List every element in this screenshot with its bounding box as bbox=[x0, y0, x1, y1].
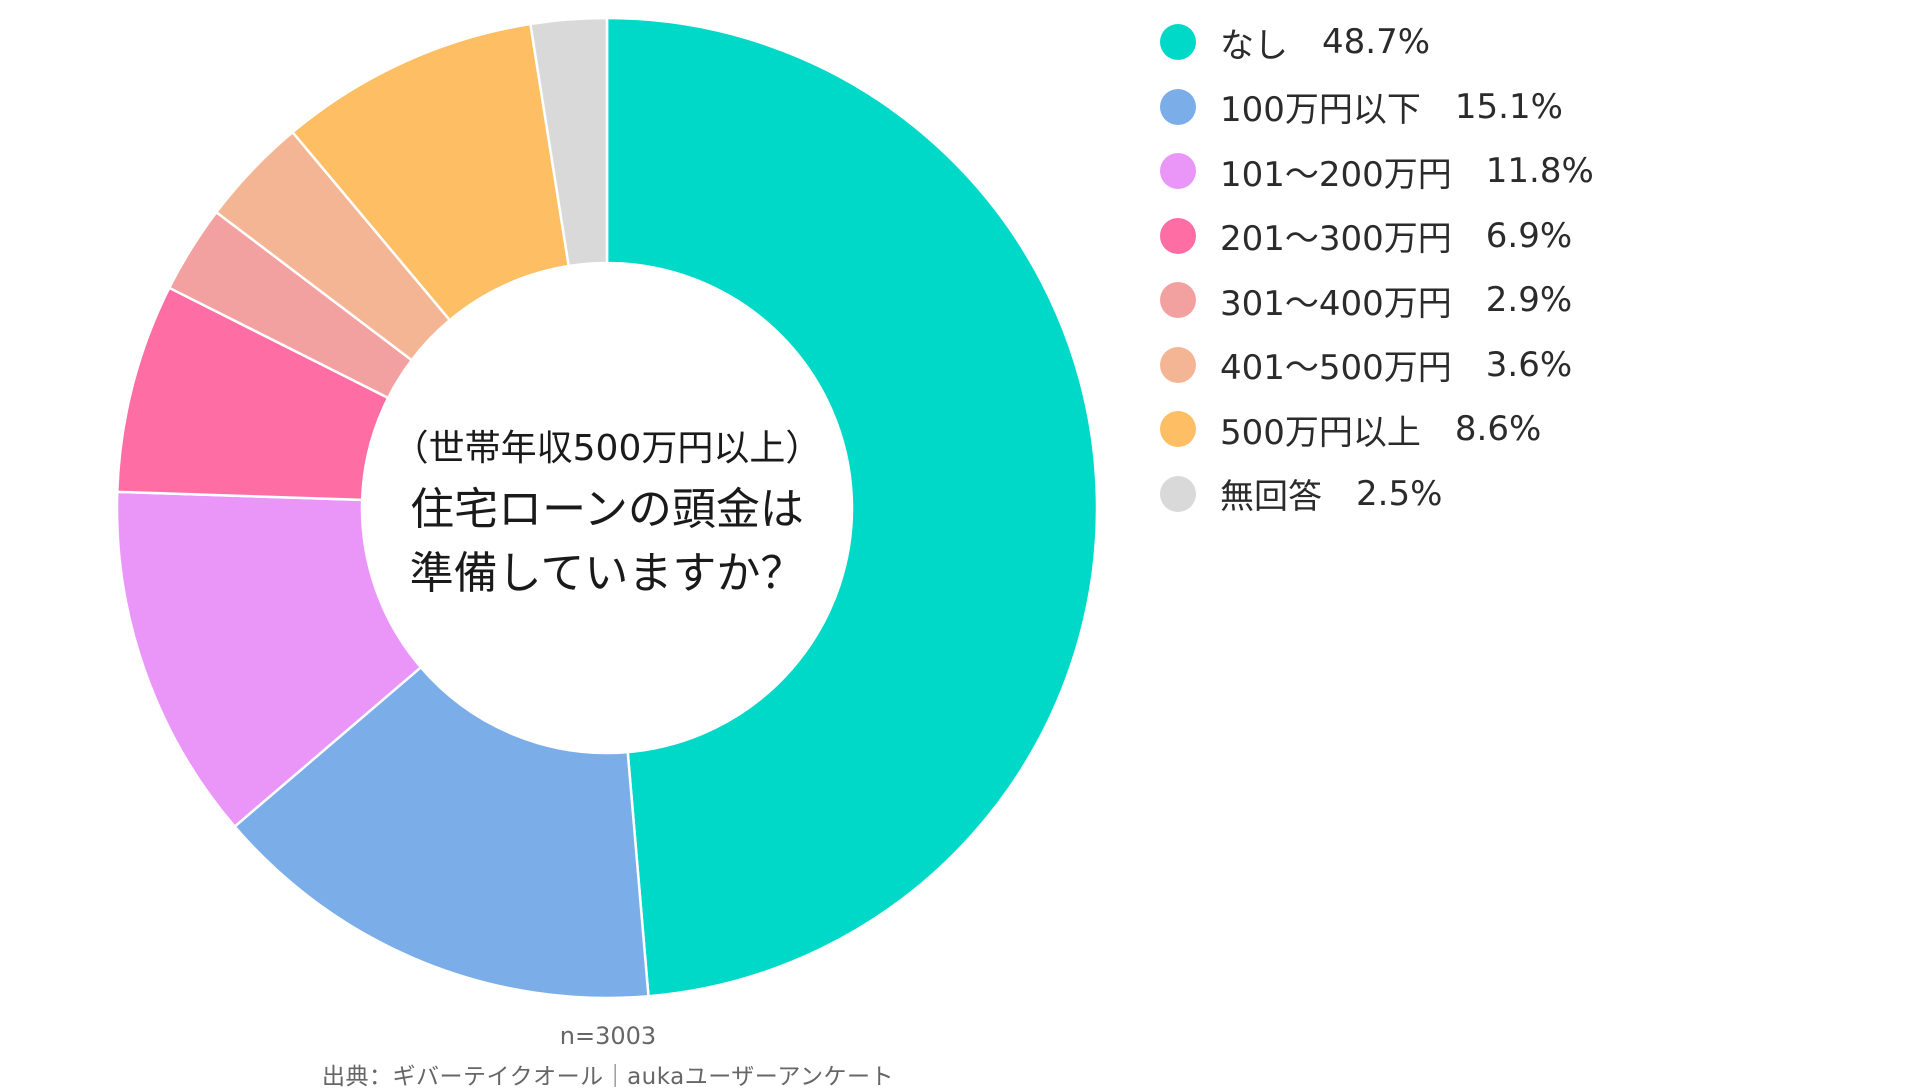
legend-dot-none bbox=[1160, 24, 1196, 61]
chart-legend: なし 48.7% 100万円以下 15.1% 101〜200万円 11.8% 2… bbox=[1160, 10, 1594, 526]
legend-label: 101〜200万円 bbox=[1220, 154, 1452, 195]
legend-value: 11.8% bbox=[1485, 151, 1594, 192]
center-label-line-3: 準備していますか？ bbox=[410, 548, 805, 599]
legend-dot-under-100 bbox=[1160, 88, 1196, 125]
legend-value: 2.9% bbox=[1485, 280, 1573, 321]
legend-value: 15.1% bbox=[1454, 86, 1563, 127]
sample-size: n=3003 bbox=[559, 1022, 657, 1050]
donut-slices bbox=[115, 16, 1099, 1000]
legend-item-301-400: 301〜400万円 2.9% bbox=[1160, 268, 1594, 333]
donut-slice-1 bbox=[232, 665, 650, 1000]
legend-item-under-100: 100万円以下 15.1% bbox=[1160, 75, 1594, 140]
legend-label: 301〜400万円 bbox=[1220, 283, 1452, 324]
donut-center-label: （世帯年収500万円以上） 住宅ローンの頭金は 準備していますか？ bbox=[393, 428, 822, 599]
legend-dot-201-300 bbox=[1160, 217, 1196, 254]
legend-item-101-200: 101〜200万円 11.8% bbox=[1160, 139, 1594, 204]
legend-label: 201〜300万円 bbox=[1220, 219, 1452, 260]
legend-value: 6.9% bbox=[1485, 215, 1573, 256]
donut-slice-2 bbox=[115, 490, 423, 829]
legend-dot-no-answer bbox=[1160, 475, 1196, 512]
legend-item-201-300: 201〜300万円 6.9% bbox=[1160, 204, 1594, 269]
donut-slice-0 bbox=[605, 16, 1099, 998]
legend-dot-101-200 bbox=[1160, 153, 1196, 190]
legend-item-over-500: 500万円以上 8.6% bbox=[1160, 397, 1594, 462]
legend-label: なし bbox=[1220, 25, 1288, 66]
legend-value: 48.7% bbox=[1322, 22, 1431, 63]
legend-label: 無回答 bbox=[1220, 477, 1322, 518]
legend-dot-over-500 bbox=[1160, 411, 1196, 448]
legend-value: 3.6% bbox=[1485, 344, 1573, 385]
legend-item-no-answer: 無回答 2.5% bbox=[1160, 462, 1594, 527]
legend-value: 2.5% bbox=[1356, 473, 1443, 514]
donut-slice-7 bbox=[528, 16, 609, 268]
center-label-line-1: （世帯年収500万円以上） bbox=[393, 428, 822, 469]
legend-label: 500万円以上 bbox=[1220, 412, 1421, 453]
source-credit: 出典：ギバーテイクオール｜aukaユーザーアンケート bbox=[322, 1064, 894, 1090]
legend-item-401-500: 401〜500万円 3.6% bbox=[1160, 333, 1594, 398]
legend-label: 100万円以下 bbox=[1220, 90, 1421, 131]
legend-label: 401〜500万円 bbox=[1220, 348, 1452, 389]
legend-dot-401-500 bbox=[1160, 346, 1196, 383]
legend-value: 8.6% bbox=[1454, 409, 1542, 450]
center-label-line-2: 住宅ローンの頭金は bbox=[410, 484, 804, 535]
legend-item-none: なし 48.7% bbox=[1160, 10, 1594, 75]
legend-dot-301-400 bbox=[1160, 282, 1196, 319]
